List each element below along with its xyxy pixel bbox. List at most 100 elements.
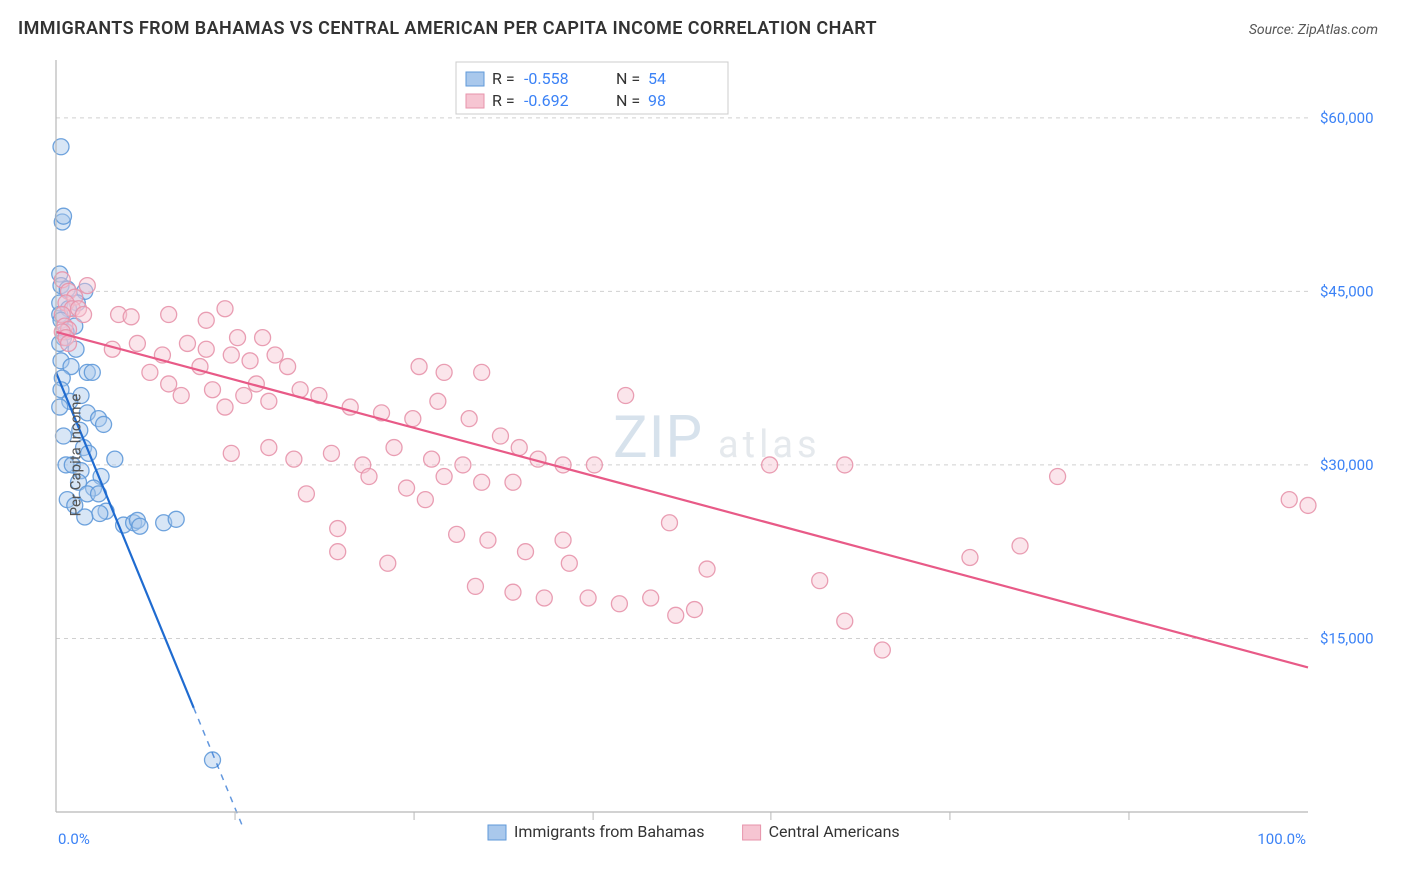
scatter-point-central [76, 307, 92, 323]
scatter-point-central [618, 388, 634, 404]
scatter-point-central [699, 561, 715, 577]
scatter-point-central [261, 440, 277, 456]
bottom-legend-label: Immigrants from Bahamas [514, 822, 705, 841]
scatter-point-bahamas [92, 506, 108, 522]
legend-n-label: N = [616, 69, 640, 88]
scatter-point-central [1012, 538, 1028, 554]
scatter-point-central [198, 341, 214, 357]
scatter-point-central [505, 584, 521, 600]
scatter-point-central [1281, 492, 1297, 508]
bottom-legend-label: Central Americans [769, 822, 900, 841]
bottom-legend-swatch [743, 825, 761, 840]
y-tick-label: $30,000 [1320, 456, 1374, 474]
scatter-point-central [217, 301, 233, 317]
legend-r-value: -0.558 [524, 69, 569, 88]
scatter-point-central [536, 590, 552, 606]
chart-header: IMMIGRANTS FROM BAHAMAS VS CENTRAL AMERI… [0, 0, 1406, 45]
scatter-point-central [555, 457, 571, 473]
scatter-point-central [436, 364, 452, 380]
scatter-chart: $15,000$30,000$45,000$60,000ZIPatlas0.0%… [18, 52, 1388, 857]
legend-swatch [466, 72, 484, 86]
legend-r-value: -0.692 [524, 91, 569, 110]
scatter-point-central [399, 480, 415, 496]
scatter-point-central [223, 445, 239, 461]
scatter-point-central [962, 549, 978, 565]
scatter-point-central [467, 578, 483, 594]
scatter-point-central [480, 532, 496, 548]
legend-n-label: N = [616, 91, 640, 110]
scatter-point-central [161, 307, 177, 323]
scatter-point-central [436, 468, 452, 484]
scatter-point-central [142, 364, 158, 380]
scatter-point-central [323, 445, 339, 461]
scatter-point-central [267, 347, 283, 363]
scatter-point-bahamas [56, 208, 72, 224]
scatter-point-central [1050, 468, 1066, 484]
scatter-point-bahamas [84, 364, 100, 380]
scatter-point-central [298, 486, 314, 502]
scatter-point-central [286, 451, 302, 467]
scatter-point-central [230, 330, 246, 346]
scatter-point-bahamas [107, 451, 123, 467]
scatter-point-central [474, 364, 490, 380]
scatter-point-central [474, 474, 490, 490]
scatter-point-central [837, 457, 853, 473]
scatter-point-central [812, 573, 828, 589]
scatter-point-bahamas [132, 518, 148, 534]
y-tick-label: $60,000 [1320, 109, 1374, 127]
scatter-point-central [236, 388, 252, 404]
scatter-point-central [611, 596, 627, 612]
scatter-point-bahamas [96, 416, 112, 432]
chart-source: Source: ZipAtlas.com [1249, 22, 1378, 38]
scatter-point-central [405, 411, 421, 427]
scatter-point-central [505, 474, 521, 490]
y-tick-label: $15,000 [1320, 629, 1374, 647]
scatter-point-central [242, 353, 258, 369]
scatter-point-central [261, 393, 277, 409]
y-tick-label: $45,000 [1320, 282, 1374, 300]
scatter-point-central [518, 544, 534, 560]
scatter-point-central [255, 330, 271, 346]
scatter-point-central [668, 607, 684, 623]
bottom-legend-swatch [488, 825, 506, 840]
scatter-point-central [874, 642, 890, 658]
legend-n-value: 54 [648, 69, 666, 88]
scatter-point-central [586, 457, 602, 473]
scatter-point-central [455, 457, 471, 473]
scatter-point-central [561, 555, 577, 571]
scatter-point-central [492, 428, 508, 444]
legend-r-label: R = [492, 91, 515, 110]
scatter-point-central [380, 555, 396, 571]
scatter-point-central [330, 521, 346, 537]
scatter-point-central [661, 515, 677, 531]
scatter-point-central [411, 359, 427, 375]
scatter-point-central [580, 590, 596, 606]
x-tick-label: 100.0% [1257, 830, 1306, 848]
scatter-point-central [330, 544, 346, 560]
scatter-point-central [361, 468, 377, 484]
scatter-point-central [179, 335, 195, 351]
scatter-point-central [198, 312, 214, 328]
scatter-point-central [217, 399, 233, 415]
scatter-point-central [1300, 497, 1316, 513]
scatter-point-central [449, 526, 465, 542]
scatter-point-central [643, 590, 659, 606]
scatter-point-central [430, 393, 446, 409]
legend-n-value: 98 [648, 91, 666, 110]
scatter-point-central [161, 376, 177, 392]
scatter-point-bahamas [52, 399, 68, 415]
scatter-point-central [555, 532, 571, 548]
scatter-point-bahamas [168, 511, 184, 527]
scatter-point-central [687, 602, 703, 618]
scatter-point-central [762, 457, 778, 473]
scatter-point-central [123, 309, 139, 325]
scatter-point-central [280, 359, 296, 375]
scatter-point-central [223, 347, 239, 363]
scatter-point-central [386, 440, 402, 456]
scatter-point-central [129, 335, 145, 351]
legend-r-label: R = [492, 69, 515, 88]
y-axis-label: Per Capita Income [66, 393, 84, 516]
legend-swatch [466, 94, 484, 108]
scatter-point-central [424, 451, 440, 467]
scatter-point-central [205, 382, 221, 398]
